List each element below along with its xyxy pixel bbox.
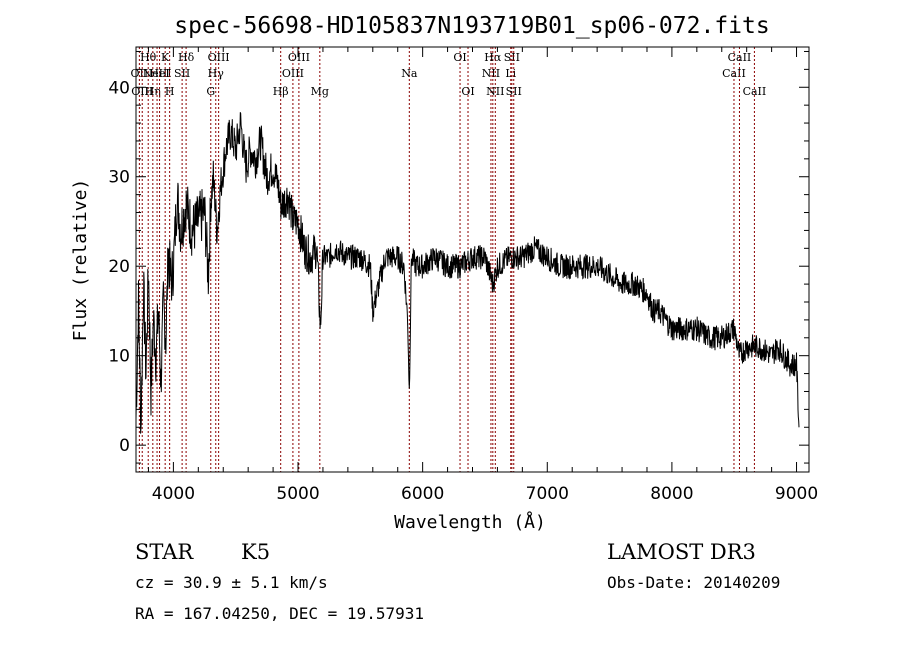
y-axis-label: Flux (relative) — [70, 179, 91, 342]
line-label-6: K — [161, 51, 170, 64]
line-label-13: Hβ — [273, 85, 289, 98]
y-tick-label-2: 20 — [108, 257, 130, 277]
line-label-2: Hθ — [140, 51, 157, 64]
line-label-8: SII — [174, 67, 190, 80]
line-label-10: G — [206, 85, 215, 98]
subclass: K5 — [241, 540, 270, 564]
x-tick-label-2: 6000 — [401, 484, 444, 504]
line-label-19: OI — [461, 85, 474, 98]
y-tick-label-4: 40 — [108, 78, 130, 98]
line-label-17: Na — [401, 67, 418, 80]
line-label-27: CaII — [728, 51, 752, 64]
line-label-16: Mg — [311, 85, 329, 98]
y-tick-label-3: 30 — [108, 168, 130, 188]
x-tick-label-5: 9000 — [775, 484, 818, 504]
y-tick-label-0: 0 — [119, 436, 130, 456]
object-class: STAR — [135, 540, 193, 564]
line-label-21: Hα — [484, 51, 502, 64]
line-label-7: H — [165, 85, 175, 98]
x-axis-label: Wavelength (Å) — [394, 511, 546, 533]
series-layer — [136, 112, 799, 433]
line-label-18: OI — [453, 51, 466, 64]
line-label-9: Hδ — [178, 51, 195, 64]
redshift-cz: cz = 30.9 ± 5.1 km/s — [135, 573, 328, 592]
line-label-11: Hγ — [208, 67, 225, 80]
obs-date: Obs-Date: 20140209 — [607, 573, 780, 592]
x-tick-label-3: 7000 — [526, 484, 569, 504]
x-tick-label-0: 4000 — [152, 484, 195, 504]
line-label-15: OIII — [288, 51, 310, 64]
x-tick-label-4: 8000 — [650, 484, 693, 504]
chart-title: spec-56698-HD105837N193719B01_sp06-072.f… — [174, 13, 769, 39]
line-label-26: CaII — [722, 67, 746, 80]
line-label-5: HeI — [149, 67, 169, 80]
line-label-14: OIII — [282, 67, 304, 80]
line-label-28: CaII — [743, 85, 767, 98]
line-label-25: SII — [506, 85, 522, 98]
line-label-20: NII — [482, 67, 500, 80]
y-tick-label-1: 10 — [108, 347, 130, 367]
x-tick-label-1: 5000 — [276, 484, 319, 504]
line-label-12: OIII — [208, 51, 230, 64]
line-label-24: SII — [504, 51, 520, 64]
survey-name: LAMOST DR3 — [607, 540, 756, 564]
x-axis: 4000 5000 6000 7000 8000 9000 — [148, 47, 818, 504]
line-label-23: Li — [505, 67, 516, 80]
series-0-line — [136, 112, 799, 433]
line-label-22: NII — [486, 85, 504, 98]
line-label-3: Hη — [145, 85, 161, 98]
coordinates: RA = 167.04250, DEC = 19.57931 — [135, 604, 424, 623]
